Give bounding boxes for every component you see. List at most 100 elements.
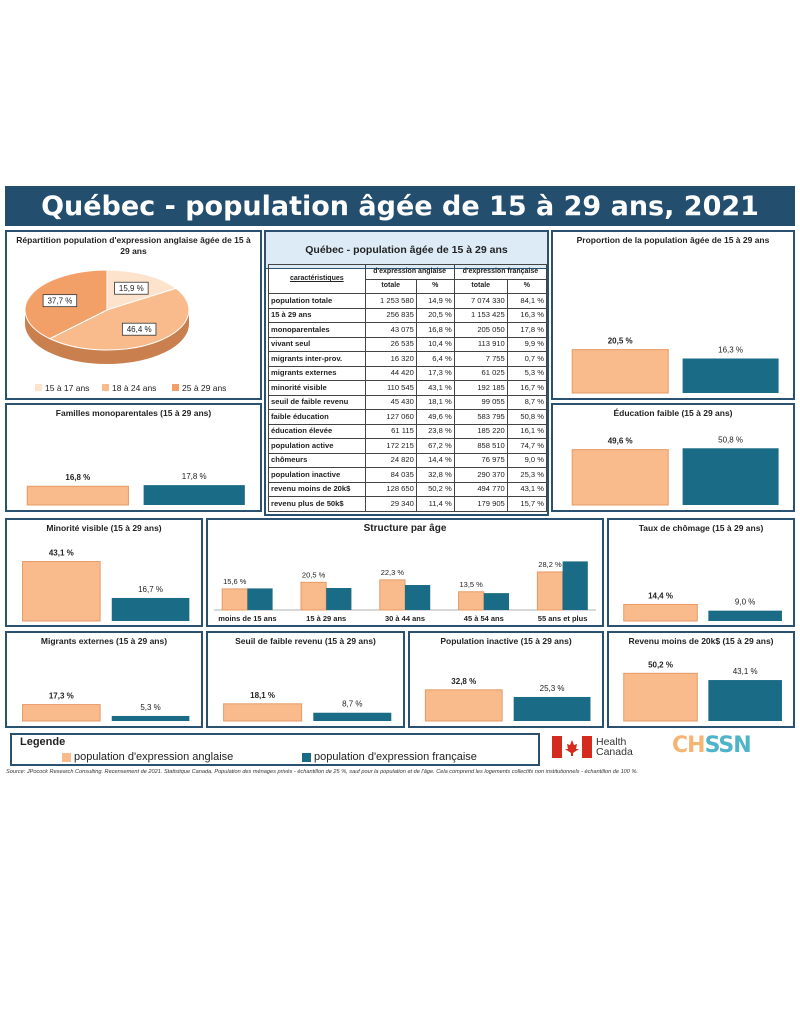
table-cell: 15,7 %	[506, 496, 548, 512]
bar-value-label: 20,5 %	[302, 570, 326, 579]
table-row: population totale 1 253 580 14,9 % 7 074 33…	[268, 293, 548, 309]
health-canada-logo: Health Canada	[552, 736, 633, 758]
table-row: vivant seul 26 535 10,4 % 113 910 9,9 %	[268, 336, 548, 352]
table-cell: 192 185	[453, 380, 508, 396]
char-header: caractéristiques	[268, 264, 366, 294]
table-cell: 17,8 %	[506, 322, 548, 338]
familles-panel: Familles monoparentales (15 à 29 ans) 16…	[5, 403, 262, 512]
table-cell: 16 320	[364, 351, 417, 367]
table-row: migrants externes 44 420 17,3 % 61 025 5,3 %	[268, 365, 548, 381]
bar-franco	[111, 597, 190, 621]
bar-anglo	[22, 704, 101, 722]
table-cell: 14,9 %	[415, 293, 455, 309]
pie-label-box	[114, 281, 149, 295]
health-canada-text: Health Canada	[596, 736, 633, 758]
migrants-chart: 17,3 % 5,3 %	[22, 692, 190, 722]
row-label: faible éducation	[268, 409, 366, 425]
pie-chart: 15,9 % 46,4 % 37,7 % 15 à 17 ans 18 à 24 ans…	[24, 269, 226, 393]
table-cell: 61 115	[364, 423, 417, 439]
main-title: Québec - population âgée de 15 à 29 ans,…	[5, 186, 795, 226]
migrants-panel: Migrants externes (15 à 29 ans) 17,3 % 5,…	[5, 631, 203, 728]
migrants-title: Migrants externes (15 à 29 ans)	[40, 636, 168, 646]
table-cell: 858 510	[453, 438, 508, 454]
bar-value-label: 18,1 %	[250, 691, 275, 700]
row-label: population totale	[268, 293, 366, 309]
row-label: revenu moins de 20k$	[268, 481, 366, 497]
table-row: population inactive 84 035 32,8 % 290 370 25…	[268, 467, 548, 483]
row-label: migrants inter-prov.	[268, 351, 366, 367]
bar-value-label: 14,4 %	[648, 591, 673, 600]
bar-franco	[405, 585, 431, 610]
table-cell: 45 430	[364, 394, 417, 410]
chssn-logo-part: CH	[672, 733, 706, 758]
revenu-panel: Revenu moins de 20k$ (15 à 29 ans) 50,2 …	[607, 631, 795, 728]
table-cell: 172 215	[364, 438, 417, 454]
structure-panel: Structure par âge 15,6 % moins de 15 ans 2…	[206, 518, 604, 627]
table-cell: 9,0 %	[506, 452, 548, 468]
familles-chart: 16,8 % 17,8 %	[26, 472, 245, 506]
table-title: Québec - population âgée de 15 à 29 ans	[266, 232, 547, 269]
bar-anglo	[623, 603, 698, 622]
table-row: faible éducation 127 060 49,6 % 583 795 50,8…	[268, 409, 548, 425]
bar-anglo	[223, 703, 303, 722]
bar-franco	[513, 696, 591, 721]
hc-word-canada: Canada	[596, 746, 633, 758]
legend-swatch-anglo	[62, 752, 71, 762]
table-cell: 9,9 %	[506, 336, 548, 352]
bar-value-label: 20,5 %	[608, 337, 633, 346]
sub-header: totale	[364, 278, 417, 294]
bar-value-label: 15,6 %	[223, 577, 247, 586]
table-row: éducation élevée 61 115 23,8 % 185 220 16,1 …	[268, 423, 548, 439]
table-cell: 23,8 %	[415, 423, 455, 439]
table-cell: 16,8 %	[415, 322, 455, 338]
table-cell: 179 905	[453, 496, 508, 512]
row-label: chômeurs	[268, 452, 366, 468]
table-cell: 16,7 %	[506, 380, 548, 396]
category-label: 45 à 54 ans	[464, 614, 504, 623]
inactive-title: Population inactive (15 à 29 ans)	[440, 636, 572, 646]
pie-legend-label: 25 à 29 ans	[182, 383, 226, 393]
familles-title: Familles monoparentales (15 à 29 ans)	[55, 408, 212, 418]
minorite-panel: Minorité visible (15 à 29 ans) 43,1 % 16,…	[5, 518, 203, 627]
seuil-panel: Seuil de faible revenu (15 à 29 ans) 18,…	[206, 631, 405, 728]
table-row: monoparentales 43 075 16,8 % 205 050 17,8 %	[268, 322, 548, 338]
table-row: 15 à 29 ans 256 835 20,5 % 1 153 425 16,3 %	[268, 307, 548, 323]
table-cell: 583 795	[453, 409, 508, 425]
bar-anglo	[571, 449, 669, 506]
table-cell: 127 060	[364, 409, 417, 425]
hc-word-health: Health	[596, 736, 627, 748]
chssn-logo-part: SSN	[704, 733, 752, 758]
anglo-header: d'expression anglaise	[364, 264, 455, 280]
sub-header: totale	[453, 278, 508, 294]
legend-swatch-franco	[302, 752, 311, 762]
table-cell: 50,2 %	[415, 481, 455, 497]
bar-franco	[483, 593, 510, 610]
table-cell: 49,6 %	[415, 409, 455, 425]
row-label: vivant seul	[268, 336, 366, 352]
table-cell: 8,7 %	[506, 394, 548, 410]
bar-franco	[247, 588, 273, 610]
bar-value-label: 17,8 %	[182, 472, 207, 481]
bar-franco	[313, 712, 392, 721]
chssn-logo: CHSSN	[672, 733, 752, 758]
bar-anglo	[571, 349, 669, 394]
table-cell: 50,8 %	[506, 409, 548, 425]
sub-header: %	[415, 278, 455, 294]
education-chart: 49,6 % 50,8 %	[571, 435, 779, 506]
legend-item-franco: population d'expression française	[302, 751, 477, 763]
table-cell: 1 253 580	[364, 293, 417, 309]
category-label: 15 à 29 ans	[306, 614, 346, 623]
table-cell: 185 220	[453, 423, 508, 439]
table-cell: 18,1 %	[415, 394, 455, 410]
row-label: revenu plus de 50k$	[268, 496, 366, 512]
bar-value-label: 50,8 %	[718, 435, 743, 444]
franco-header: d'expression française	[453, 264, 548, 280]
table-row: seuil de faible revenu 45 430 18,1 % 99 055…	[268, 394, 548, 410]
table-cell: 29 340	[364, 496, 417, 512]
pie-value-label: 37,7 %	[47, 297, 72, 306]
legend-label-anglo: population d'expression anglaise	[74, 751, 234, 763]
bar-value-label: 17,3 %	[49, 692, 74, 701]
bar-anglo	[623, 672, 698, 722]
table-cell: 61 025	[453, 365, 508, 381]
table-cell: 128 650	[364, 481, 417, 497]
